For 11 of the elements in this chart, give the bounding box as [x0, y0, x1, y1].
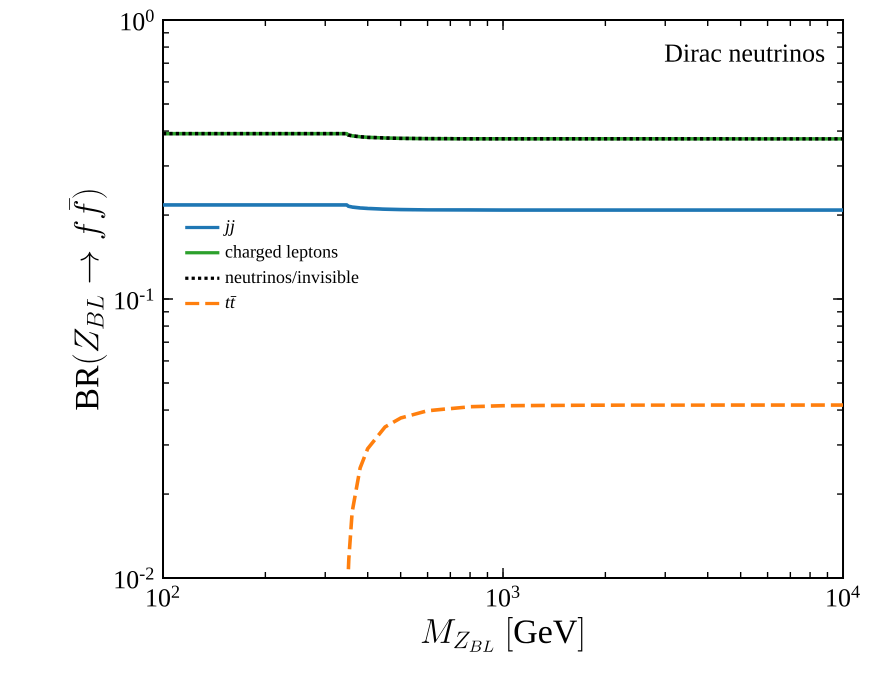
y-tick-label: 10$^{0}$ — [122, 9, 154, 31]
legend-label: neutrinos/invisible — [225, 270, 358, 284]
legend-label: jj — [223, 220, 235, 236]
x-tick-label: 10$^{4}$ — [827, 586, 860, 607]
legend-label: tt̄ — [226, 296, 236, 308]
y-tick-label: 10$^{-1}$ — [115, 288, 154, 310]
legend-label: charged leptons — [226, 244, 338, 262]
y-axis-title: $\mathrm{BR}(Z_{BL}\to f\bar{f})$ — [69, 190, 107, 410]
annotation: Dirac neutrinos — [664, 44, 824, 62]
x-tick-label: 10$^{3}$ — [487, 586, 520, 607]
x-axis-title: $M_{Z_{BL}}\ [\mathrm{GeV}]$ — [422, 617, 582, 652]
